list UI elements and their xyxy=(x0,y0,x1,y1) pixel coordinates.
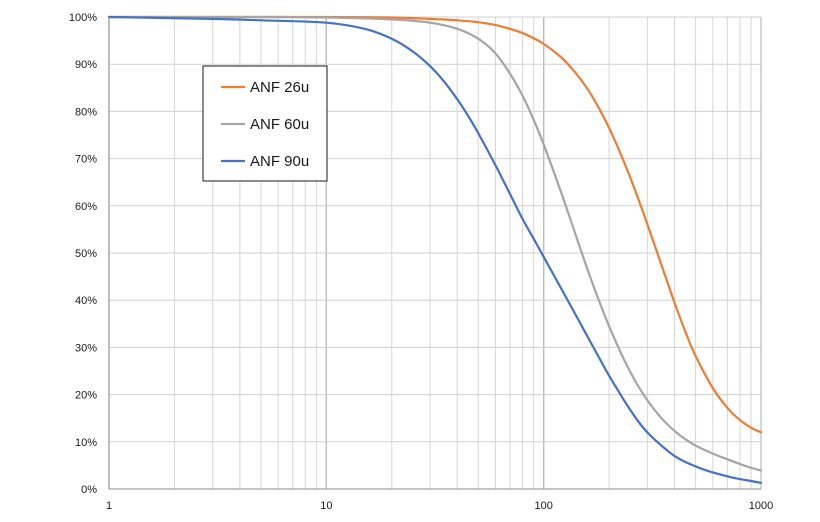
y-tick-label: 90% xyxy=(75,59,97,71)
y-tick-label: 20% xyxy=(75,390,97,402)
legend-label-anf-26u: ANF 26u xyxy=(250,79,309,96)
series-line-anf-60u xyxy=(107,15,763,472)
series-line-anf-90u xyxy=(107,15,763,484)
legend-label-anf-60u: ANF 60u xyxy=(250,116,309,133)
x-tick-label: 10 xyxy=(320,500,332,512)
x-tick-label: 1000 xyxy=(749,500,773,512)
y-tick-label: 70% xyxy=(75,154,97,166)
y-tick-label: 60% xyxy=(75,201,97,213)
y-tick-label: 100% xyxy=(69,12,97,24)
y-tick-label: 30% xyxy=(75,342,97,354)
y-tick-label: 40% xyxy=(75,295,97,307)
series-lines xyxy=(107,15,763,484)
y-tick-label: 80% xyxy=(75,106,97,118)
legend: ANF 26u ANF 60u ANF 90u xyxy=(202,65,328,182)
y-tick-label: 50% xyxy=(75,248,97,260)
x-tick-label: 1 xyxy=(106,500,112,512)
y-tick-label: 10% xyxy=(75,437,97,449)
y-tick-label: 0% xyxy=(81,484,97,496)
series-line-anf-26u xyxy=(107,15,763,434)
legend-label-anf-90u: ANF 90u xyxy=(250,153,309,170)
axes: 0% 10% 20% 30% 40% 50% 60% 70% 80% 90% 100% 1 10 100 1… xyxy=(69,12,773,512)
x-tick-label: 100 xyxy=(534,500,552,512)
